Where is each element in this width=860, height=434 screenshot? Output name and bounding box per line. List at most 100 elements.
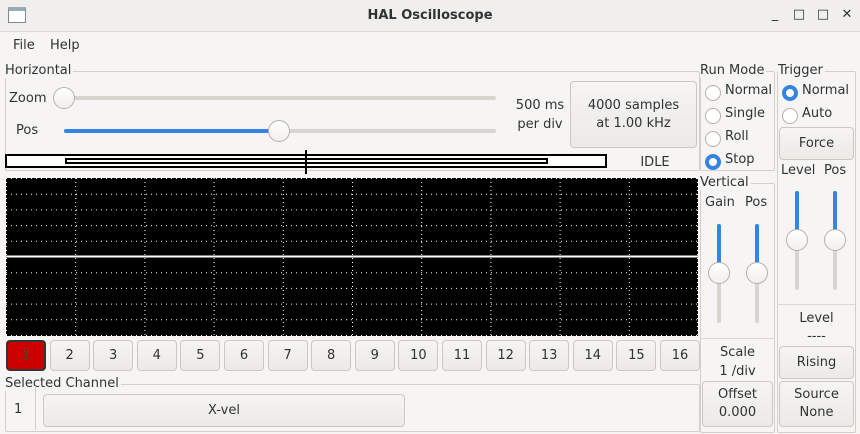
trigger-source-button[interactable]: Source None <box>779 381 854 427</box>
trigger-label: Trigger <box>778 63 825 78</box>
selected-channel-group <box>5 384 700 432</box>
trigger-mode-radio-normal[interactable] <box>782 85 798 101</box>
rate-text: at 1.00 kHz <box>596 115 671 131</box>
channel-number: 13 <box>540 347 558 363</box>
run-mode-option-label: Stop <box>725 152 755 167</box>
samples-text: 4000 samples <box>587 97 680 113</box>
channel-button-13[interactable]: 13 <box>529 340 570 371</box>
channel-name: X-vel <box>208 402 240 418</box>
offset-label: Offset <box>717 387 758 402</box>
pos-slider-fill <box>64 129 278 133</box>
source-label: Source <box>794 387 839 402</box>
pos-slider-handle[interactable] <box>268 120 290 142</box>
timebase-value: 500 ms <box>515 98 565 113</box>
divider <box>701 338 774 339</box>
channel-number: 1 <box>21 347 31 363</box>
run-mode-option-label: Normal <box>725 83 773 98</box>
run-mode-radio-single[interactable] <box>705 108 721 124</box>
edge-label: Rising <box>796 354 837 370</box>
channel-button-5[interactable]: 5 <box>180 340 221 371</box>
trigger-level-slider-handle[interactable] <box>786 229 808 251</box>
trigger-mode-radio-auto[interactable] <box>782 108 798 124</box>
trigger-level-readout: ---- <box>807 329 826 344</box>
trigger-pos-slider-fill <box>833 191 837 239</box>
divider <box>778 304 855 305</box>
minimize-button[interactable]: _ <box>771 7 779 22</box>
gain-label: Gain <box>705 195 735 210</box>
scope-display[interactable] <box>6 178 698 336</box>
channel-button-6[interactable]: 6 <box>224 340 264 371</box>
trigger-mode-option-label: Normal <box>802 83 850 98</box>
trigger-position-marker <box>305 150 307 174</box>
window-title: HAL Oscilloscope <box>367 8 493 23</box>
selected-channel-number: 1 <box>14 402 23 417</box>
scale-value: 1 /div <box>719 364 756 379</box>
horizontal-label: Horizontal <box>5 63 74 78</box>
trigger-pos-label: Pos <box>824 163 847 178</box>
run-mode-radio-normal[interactable] <box>705 85 721 101</box>
channel-number: 4 <box>152 347 161 363</box>
restore-button[interactable]: □ <box>792 7 806 22</box>
timebase-unit: per div <box>517 117 563 132</box>
channel-number: 5 <box>196 347 205 363</box>
trigger-level-label: Level <box>781 163 816 178</box>
channel-button-16[interactable]: 16 <box>660 340 700 371</box>
vertical-pos-label: Pos <box>745 195 768 210</box>
close-button[interactable]: ✕ <box>841 7 853 22</box>
channel-button-7[interactable]: 7 <box>267 340 308 371</box>
gain-slider-fill <box>717 224 721 272</box>
channel-button-15[interactable]: 15 <box>616 340 657 371</box>
channel-name-button[interactable]: X-vel <box>43 394 405 427</box>
trigger-edge-button[interactable]: Rising <box>779 346 854 379</box>
channel-number: 2 <box>65 347 74 363</box>
channel-number: 6 <box>239 347 249 363</box>
run-mode-option-label: Single <box>725 106 765 121</box>
gain-slider-handle[interactable] <box>708 262 730 284</box>
horizontal-group <box>5 71 700 171</box>
status-text: IDLE <box>640 155 670 170</box>
zoom-slider[interactable] <box>64 96 496 100</box>
scale-label: Scale <box>720 345 755 360</box>
pos-label: Pos <box>16 123 39 138</box>
menu-file[interactable]: File <box>13 38 35 53</box>
zoom-label: Zoom <box>9 91 47 106</box>
channel-button-11[interactable]: 11 <box>442 340 482 371</box>
offset-value: 0.000 <box>718 405 757 420</box>
source-value: None <box>799 405 834 420</box>
channel-button-9[interactable]: 9 <box>354 340 395 371</box>
trigger-mode-option-label: Auto <box>802 106 833 121</box>
channel-number: 7 <box>283 347 292 363</box>
selected-channel-label: Selected Channel <box>5 376 121 391</box>
zoom-slider-handle[interactable] <box>53 87 75 109</box>
channel-number: 11 <box>453 347 471 363</box>
channel-button-4[interactable]: 4 <box>136 340 177 371</box>
force-label: Force <box>798 135 835 151</box>
run-mode-radio-stop[interactable] <box>705 154 721 170</box>
trigger-pos-slider-handle[interactable] <box>824 229 846 251</box>
channel-button-2[interactable]: 2 <box>49 340 90 371</box>
channel-number: 10 <box>410 347 427 363</box>
channel-number: 9 <box>370 347 379 363</box>
trigger-level-title: Level <box>799 311 834 326</box>
channel-button-12[interactable]: 12 <box>485 340 526 371</box>
run-mode-radio-roll[interactable] <box>705 131 721 147</box>
run-mode-label: Run Mode <box>700 63 767 78</box>
maximize-button[interactable]: □ <box>816 7 830 22</box>
channel-number: 3 <box>109 347 118 363</box>
menu-help[interactable]: Help <box>50 38 80 53</box>
vertical-pos-slider-fill <box>755 224 759 272</box>
channel-button-14[interactable]: 14 <box>572 340 613 371</box>
samples-button[interactable]: 4000 samples at 1.00 kHz <box>570 81 697 148</box>
channel-button-1[interactable]: 1 <box>6 340 46 371</box>
window-icon <box>8 7 26 23</box>
force-button[interactable]: Force <box>779 127 854 160</box>
channel-number: 8 <box>327 347 336 363</box>
vertical-pos-slider-handle[interactable] <box>746 262 768 284</box>
offset-button[interactable]: Offset 0.000 <box>702 381 773 427</box>
channel-button-8[interactable]: 8 <box>311 340 352 371</box>
channel-button-10[interactable]: 10 <box>398 340 439 371</box>
channel-button-3[interactable]: 3 <box>93 340 134 371</box>
channel-number: 15 <box>628 347 645 363</box>
channel-number: 16 <box>671 347 689 363</box>
channel-number: 12 <box>497 347 514 363</box>
